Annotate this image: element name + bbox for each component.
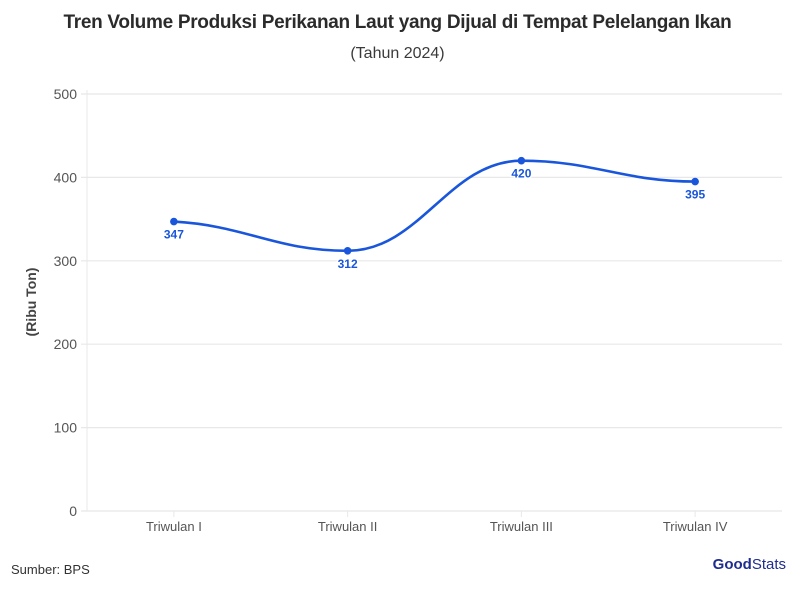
y-axis-ticks: 0 100 200 300 400 500 — [54, 86, 78, 519]
y-tick-label: 200 — [54, 336, 78, 352]
data-point — [691, 177, 699, 186]
y-tick-label: 100 — [54, 420, 78, 436]
x-tick-label: Triwulan III — [490, 519, 553, 534]
gridlines — [81, 90, 782, 512]
data-point — [170, 217, 178, 226]
y-tick-label: 300 — [54, 253, 78, 269]
data-point — [517, 156, 526, 165]
y-tick-label: 500 — [54, 86, 78, 102]
data-label: 395 — [685, 188, 705, 202]
x-tick-label: Triwulan IV — [663, 519, 728, 534]
y-tick-label: 0 — [69, 503, 77, 519]
logo-stats: Stats — [751, 556, 786, 573]
series-line — [173, 159, 696, 253]
x-tick-label: Triwulan II — [318, 519, 377, 534]
x-tick-label: Triwulan I — [146, 519, 202, 534]
chart-subtitle: (Tahun 2024) — [350, 45, 445, 62]
logo-good: Good — [712, 556, 752, 573]
data-label: 420 — [511, 167, 531, 181]
data-points: 347 312 420 395 — [162, 156, 707, 272]
data-label: 312 — [338, 257, 358, 271]
y-axis-label: (Ribu Ton) — [23, 268, 39, 337]
data-label: 347 — [164, 228, 184, 242]
source-note: Sumber: BPS — [11, 562, 90, 577]
y-tick-label: 400 — [54, 169, 78, 185]
chart-title: Tren Volume Produksi Perikanan Laut yang… — [63, 12, 732, 33]
goodstats-logo: GoodStats — [713, 556, 786, 573]
data-point — [343, 246, 352, 255]
x-axis-ticks: Triwulan I Triwulan II Triwulan III Triwula… — [146, 511, 728, 534]
